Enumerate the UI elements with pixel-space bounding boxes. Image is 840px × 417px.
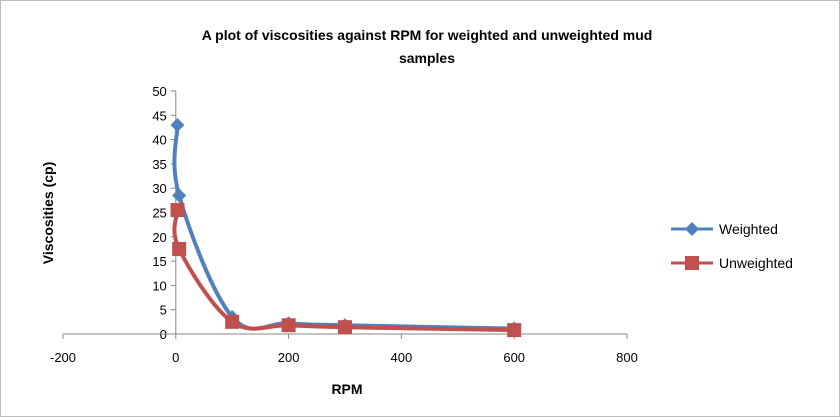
- data-point-unweighted: [170, 203, 185, 218]
- x-tick-label: 0: [172, 350, 179, 365]
- y-tick-label: 45: [152, 108, 166, 123]
- legend-marker-unweighted: [685, 256, 699, 270]
- x-tick-label: -200: [50, 350, 76, 365]
- legend: Weighted Unweighted: [671, 221, 793, 271]
- x-axis-ticks: -200 0 200 400 600 800: [50, 334, 638, 365]
- x-tick-label: 600: [503, 350, 525, 365]
- chart-title-line-2: samples: [399, 50, 455, 66]
- data-point-unweighted: [281, 318, 296, 333]
- y-tick-label: 50: [152, 84, 166, 99]
- y-tick-label: 20: [152, 230, 166, 245]
- series-layer: [170, 118, 522, 338]
- y-tick-label: 40: [152, 133, 166, 148]
- legend-item-unweighted: Unweighted: [671, 255, 793, 271]
- legend-label-unweighted: Unweighted: [719, 255, 793, 271]
- data-point-weighted: [172, 188, 187, 203]
- y-axis-title: Viscosities (cp): [40, 162, 56, 264]
- data-point-unweighted: [507, 323, 522, 338]
- x-tick-label: 800: [616, 350, 638, 365]
- y-tick-label: 30: [152, 181, 166, 196]
- series-line-unweighted: [172, 208, 517, 333]
- data-point-unweighted: [172, 241, 187, 256]
- series-line-weighted: [172, 123, 517, 331]
- data-point-unweighted: [225, 314, 240, 329]
- legend-label-weighted: Weighted: [719, 221, 778, 237]
- x-tick-label: 400: [391, 350, 413, 365]
- chart-title-line-1: A plot of viscosities against RPM for we…: [202, 27, 653, 43]
- x-axis-title: RPM: [331, 381, 362, 397]
- y-tick-label: 10: [152, 278, 166, 293]
- x-tick-label: 200: [278, 350, 300, 365]
- y-tick-label: 5: [160, 303, 167, 318]
- legend-item-weighted: Weighted: [671, 221, 778, 237]
- data-point-weighted: [170, 118, 185, 133]
- legend-marker-weighted: [685, 222, 699, 236]
- y-tick-label: 25: [152, 206, 166, 221]
- y-tick-label: 35: [152, 157, 166, 172]
- y-tick-label: 15: [152, 254, 166, 269]
- data-point-unweighted: [338, 320, 352, 335]
